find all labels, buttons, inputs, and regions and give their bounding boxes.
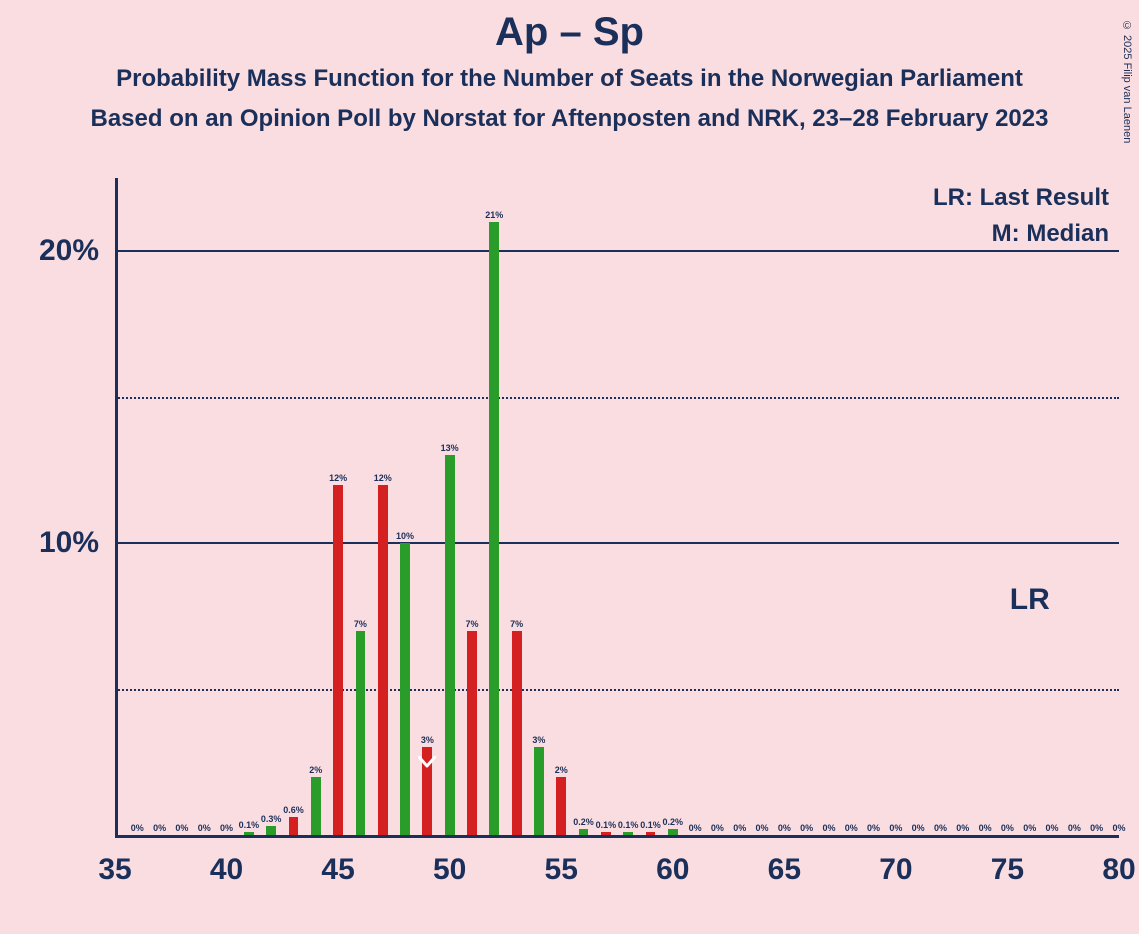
bar-value-label: 0% [845,823,858,833]
x-tick-label: 65 [768,853,801,887]
gridline-minor [115,689,1119,691]
bar-value-label: 12% [374,473,392,483]
bar-value-label: 0% [956,823,969,833]
bar [311,777,321,835]
bar-value-label: 0.2% [573,817,594,827]
bar-value-label: 0% [153,823,166,833]
bar [445,455,455,835]
bar-value-label: 0.1% [640,820,661,830]
y-tick-label: 20% [39,234,99,268]
bar-value-label: 0% [1023,823,1036,833]
bar-value-label: 2% [555,765,568,775]
bar-value-label: 7% [354,619,367,629]
bar [467,631,477,835]
bar-value-label: 0% [756,823,769,833]
bar [356,631,366,835]
x-tick-label: 35 [98,853,131,887]
bar-value-label: 0% [889,823,902,833]
bar-value-label: 0% [1046,823,1059,833]
legend-lr: LR: Last Result [933,184,1109,212]
bar [289,817,299,835]
bar-value-label: 0.6% [283,805,304,815]
chart-plot-area: 10%20%354045505560657075800%0%0%0%0%0.1%… [115,178,1119,838]
bar-value-label: 0% [934,823,947,833]
bar-value-label: 0% [1001,823,1014,833]
bar [400,543,410,835]
bar-value-label: 0% [711,823,724,833]
bar-value-label: 0% [220,823,233,833]
legend-m: M: Median [992,220,1109,248]
bar-value-label: 0% [733,823,746,833]
chart-title: Ap – Sp [0,10,1139,55]
bar-value-label: 0% [1090,823,1103,833]
x-tick-label: 50 [433,853,466,887]
bar-value-label: 0.1% [596,820,617,830]
bar-value-label: 7% [510,619,523,629]
lr-marker: LR [1010,583,1050,617]
y-axis [115,178,118,838]
y-tick-label: 10% [39,526,99,560]
bar-value-label: 13% [441,443,459,453]
bar [512,631,522,835]
bar [556,777,566,835]
bar-value-label: 0% [778,823,791,833]
copyright-text: © 2025 Filip van Laenen [1121,20,1133,143]
bar-value-label: 0% [175,823,188,833]
bar [378,485,388,835]
x-tick-label: 40 [210,853,243,887]
x-tick-label: 75 [991,853,1024,887]
bar [534,747,544,835]
bar-value-label: 0.1% [618,820,639,830]
bar-value-label: 0.1% [239,820,260,830]
bar-value-label: 7% [465,619,478,629]
bar-value-label: 0.3% [261,814,282,824]
bar-value-label: 0% [1112,823,1125,833]
bar-value-label: 0% [198,823,211,833]
gridline-minor [115,397,1119,399]
bar-value-label: 12% [329,473,347,483]
bar-value-label: 0.2% [663,817,684,827]
bar-value-label: 0% [822,823,835,833]
gridline [115,250,1119,252]
bar-value-label: 0% [131,823,144,833]
bar-value-label: 3% [421,735,434,745]
bar-value-label: 0% [867,823,880,833]
bar-value-label: 3% [532,735,545,745]
x-tick-label: 60 [656,853,689,887]
x-tick-label: 80 [1102,853,1135,887]
x-axis [115,835,1119,838]
bar-value-label: 21% [485,210,503,220]
bar-value-label: 2% [309,765,322,775]
chart-subtitle-1: Probability Mass Function for the Number… [0,65,1139,93]
chart-subtitle-2: Based on an Opinion Poll by Norstat for … [0,105,1139,133]
x-tick-label: 55 [545,853,578,887]
x-tick-label: 70 [879,853,912,887]
bar-value-label: 10% [396,531,414,541]
bar [266,826,276,835]
bar [489,222,499,835]
bar [333,485,343,835]
bar-value-label: 0% [912,823,925,833]
bar-value-label: 0% [689,823,702,833]
bar-value-label: 0% [800,823,813,833]
bar [422,747,432,835]
x-tick-label: 45 [321,853,354,887]
bar-value-label: 0% [979,823,992,833]
bar-value-label: 0% [1068,823,1081,833]
gridline [115,542,1119,544]
